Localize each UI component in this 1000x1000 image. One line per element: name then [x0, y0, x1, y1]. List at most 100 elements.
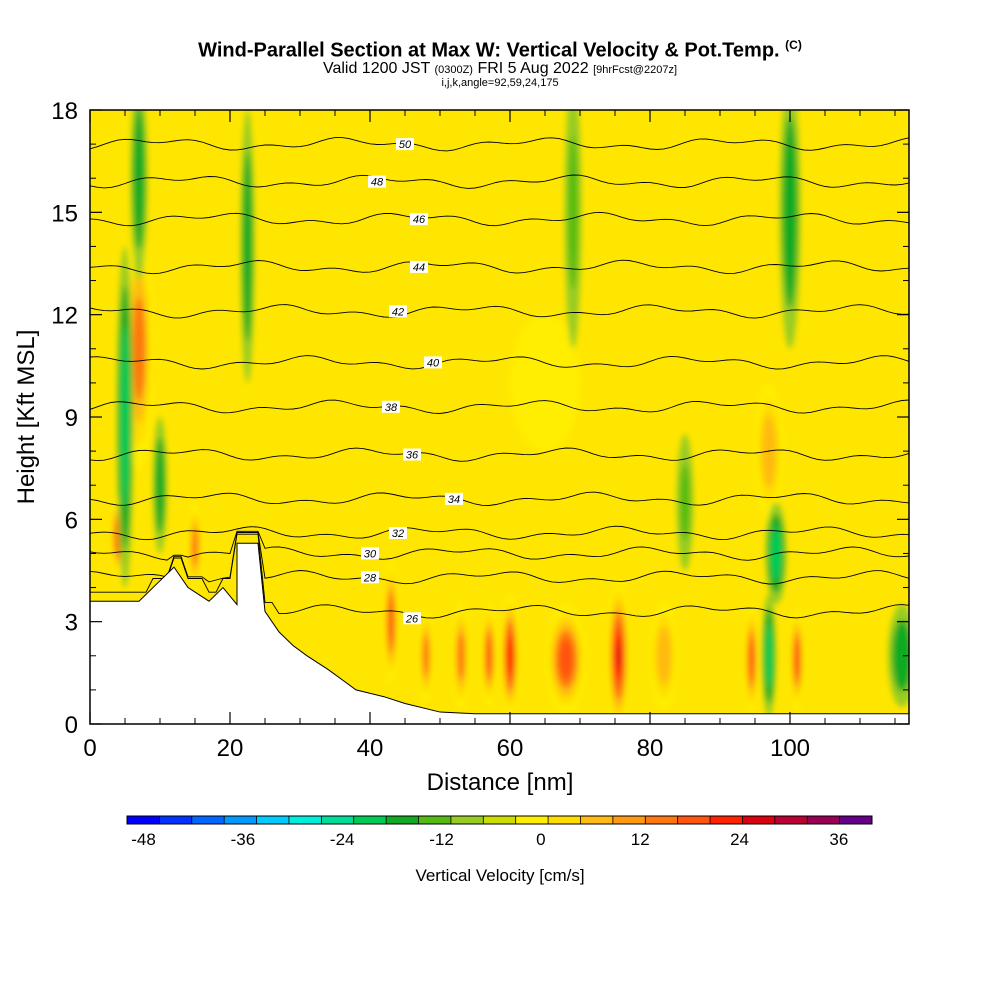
colorbar-tick-label: 24 — [730, 830, 749, 849]
theta-contour-line — [90, 259, 909, 275]
y-tick-label: 15 — [51, 200, 78, 227]
theta-contour-line — [90, 447, 909, 462]
colorbar-swatch — [483, 816, 517, 824]
downdraft-cell — [568, 135, 578, 290]
colorbar-swatch — [256, 816, 290, 824]
colorbar-swatch — [774, 816, 808, 824]
colorbar-swatch — [288, 816, 322, 824]
updraft-cell — [458, 642, 464, 670]
theta-contour-label-bg — [382, 400, 400, 413]
x-tick-label: 40 — [357, 735, 384, 762]
downdraft-cell — [785, 158, 795, 267]
theta-contour-line — [90, 532, 909, 585]
colorbar-swatch — [515, 816, 549, 824]
x-tick-label: 0 — [83, 735, 96, 762]
downdraft-cell — [766, 637, 772, 675]
colorbar-swatch — [710, 816, 743, 824]
theta-contour-line — [90, 174, 909, 189]
updraft-cell — [749, 647, 754, 671]
theta-contour-label: 40 — [427, 357, 440, 369]
downdraft-cell — [157, 458, 163, 513]
colorbar-swatch — [645, 816, 679, 824]
theta-contour-label-bg — [410, 213, 428, 226]
colorbar-swatch — [386, 816, 420, 824]
downdraft-cell — [122, 365, 128, 469]
updraft-cell — [508, 644, 512, 667]
valid-time: Valid 1200 JST (0300Z) FRI 5 Aug 2022 [9… — [322, 60, 678, 77]
colorbar-swatch — [580, 816, 614, 824]
velocity-field — [111, 110, 909, 724]
colorbar-tick-label: -24 — [330, 830, 355, 849]
colorbar: -48 -36 -24 -12 0 12 24 36 — [126, 815, 873, 849]
colorbar-swatch — [450, 816, 484, 824]
x-axis-label: Distance [nm] — [427, 769, 574, 796]
theta-contour-label: 46 — [413, 214, 426, 226]
x-tick-label: 20 — [217, 735, 244, 762]
downdraft-cell — [680, 463, 690, 541]
theta-contour-label: 28 — [363, 572, 377, 584]
theta-contour-line — [90, 355, 909, 370]
theta-contour-label: 30 — [364, 548, 377, 560]
theta-contour-line — [90, 399, 909, 414]
theta-contour-line — [90, 491, 909, 506]
theta-contour-line — [90, 304, 909, 319]
colorbar-tick-label: 0 — [536, 830, 545, 849]
colorbar-swatch — [191, 816, 225, 824]
updraft-cell — [659, 639, 669, 673]
theta-contour-label: 34 — [448, 494, 460, 506]
theta-contour-label: 50 — [399, 139, 412, 151]
y-tick-label: 18 — [51, 98, 78, 125]
colorbar-swatch — [321, 816, 355, 824]
colorbar-swatch — [159, 816, 193, 824]
downdraft-cell — [244, 192, 251, 301]
theta-contour-label: 38 — [385, 402, 398, 414]
colorbar-swatch — [807, 816, 841, 824]
theta-contour-label-bg — [424, 356, 442, 369]
x-tick-label: 80 — [637, 735, 664, 762]
chart-title: Wind-Parallel Section at Max W: Vertical… — [198, 38, 802, 62]
colorbar-swatch — [839, 816, 873, 824]
colorbar-swatch — [127, 816, 160, 824]
updraft-cell — [193, 535, 197, 558]
updraft-cell — [424, 644, 428, 668]
downdraft-cell — [896, 635, 908, 676]
grid-indices: i,j,k,angle=92,59,24,175 — [441, 77, 559, 89]
theta-contour-label: 32 — [392, 528, 404, 540]
updraft-cell — [561, 647, 571, 671]
theta-contour-label: 42 — [392, 306, 404, 318]
theta-contour-label: 48 — [371, 177, 384, 189]
colorbar-tick-label: 12 — [631, 830, 650, 849]
x-tick-label: 100 — [770, 735, 810, 762]
x-tick-label: 60 — [497, 735, 524, 762]
y-axis-label: Height [Kft MSL] — [13, 330, 40, 505]
colorbar-swatch — [224, 816, 258, 824]
colorbar-swatch — [742, 816, 776, 824]
theta-contour-line — [90, 525, 909, 541]
theta-contour-label-bg — [361, 571, 379, 584]
colorbar-swatch — [418, 816, 452, 824]
theta-contour-label-bg — [410, 260, 428, 273]
colorbar-tick-label: -48 — [131, 830, 156, 849]
theta-contour-label: 36 — [406, 450, 419, 462]
updraft-cell — [487, 645, 491, 667]
colorbar-tick-label: -36 — [231, 830, 256, 849]
y-tick-label: 12 — [51, 303, 78, 330]
updraft-cell — [525, 344, 565, 422]
theta-contour-label-bg — [403, 448, 421, 461]
colorbar-tick-label: 36 — [829, 830, 848, 849]
terrain — [90, 542, 909, 724]
theta-contour-label-bg — [445, 492, 463, 505]
updraft-cell — [616, 642, 621, 670]
theta-contour-line — [90, 137, 909, 152]
theta-contour-label-bg — [396, 138, 414, 151]
y-tick-label: 0 — [65, 712, 78, 739]
theta-contour-label-bg — [361, 547, 379, 560]
theta-contour-line — [90, 533, 909, 619]
theta-contour-label-bg — [389, 305, 407, 318]
colorbar-tick-label: -12 — [429, 830, 454, 849]
theta-contour-label: 26 — [405, 613, 419, 625]
theta-contour-line — [90, 530, 909, 561]
copyright-mark: (C) — [785, 38, 802, 52]
